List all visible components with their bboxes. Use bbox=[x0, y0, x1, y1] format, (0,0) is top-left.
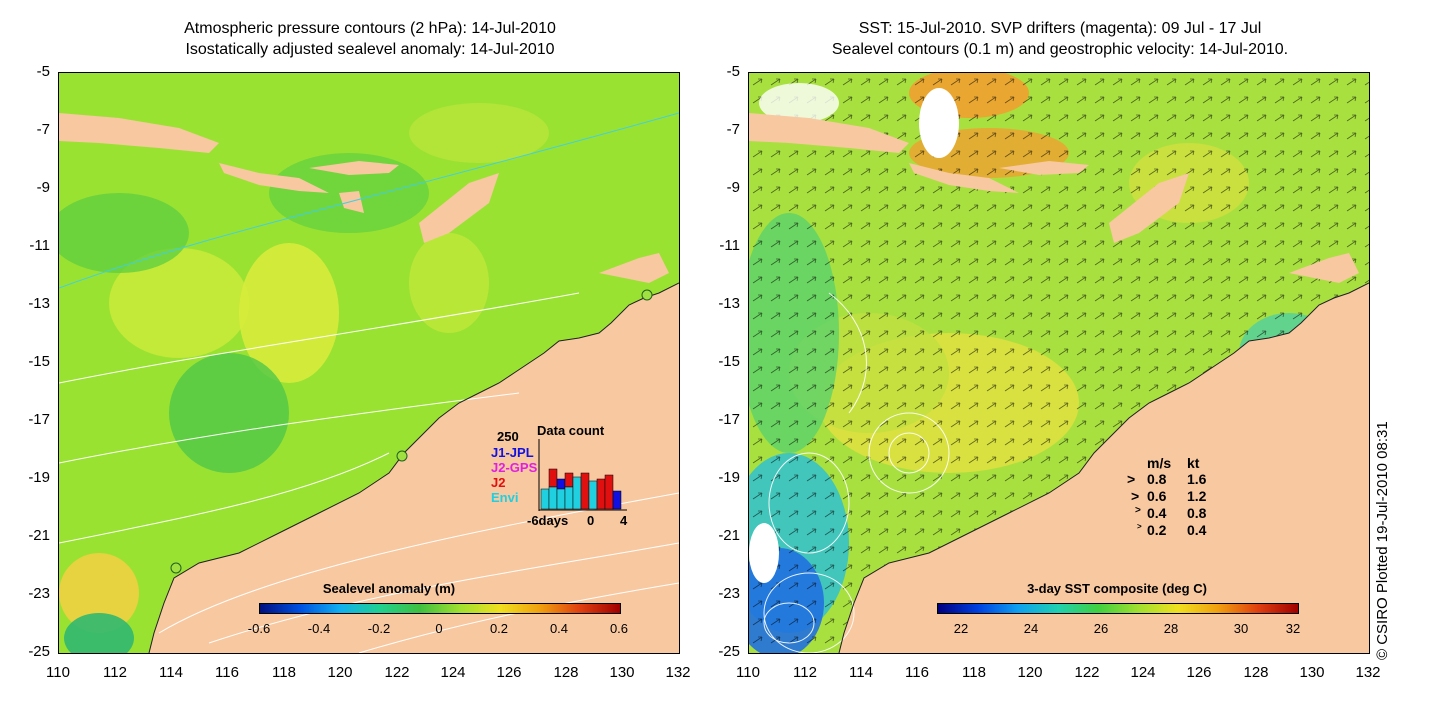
velocity-legend-ms: 0.2 bbox=[1147, 522, 1167, 538]
sst-colorbar-label: 28 bbox=[1163, 621, 1179, 636]
mission-label-j2-gps: J2-GPS bbox=[491, 460, 538, 475]
left-y-tick: -23 bbox=[28, 585, 50, 602]
right-x-tick: 110 bbox=[736, 664, 760, 681]
data-count-xlabel-zero: 0 bbox=[587, 513, 595, 528]
sst-map-canvas bbox=[749, 73, 1369, 653]
sealevel-colorbar-label: -0.4 bbox=[307, 621, 331, 636]
sst-colorbar-title: 3-day SST composite (deg C) bbox=[1027, 581, 1207, 596]
right-y-tick: -15 bbox=[718, 353, 740, 370]
data-count-title: Data count bbox=[537, 423, 605, 438]
velocity-legend-ms: 0.8 bbox=[1147, 471, 1167, 487]
sealevel-colorbar bbox=[259, 603, 621, 614]
sealevel-colorbar-title: Sealevel anomaly (m) bbox=[322, 581, 456, 596]
sst-colorbar bbox=[937, 603, 1299, 614]
left-x-tick: 112 bbox=[103, 664, 127, 681]
sst-colorbar-label: 22 bbox=[953, 621, 969, 636]
left-x-tick: 118 bbox=[272, 664, 296, 681]
right-x-tick: 122 bbox=[1074, 664, 1100, 681]
velocity-legend-header-kt: kt bbox=[1187, 455, 1200, 471]
sst-map[interactable]: m/s kt > 0.8 1.6 > 0.6 1.2 > 0.4 0.8 > 0… bbox=[748, 72, 1370, 654]
right-map-title: SST: 15-Jul-2010. SVP drifters (magenta)… bbox=[730, 18, 1390, 60]
velocity-legend-kt: 0.4 bbox=[1187, 522, 1207, 538]
right-y-tick: -25 bbox=[718, 643, 740, 660]
right-y-tick: -23 bbox=[718, 585, 740, 602]
left-x-tick: 126 bbox=[496, 664, 522, 681]
left-x-tick: 120 bbox=[327, 664, 353, 681]
right-x-tick: 112 bbox=[793, 664, 817, 681]
sealevel-colorbar-label: -0.2 bbox=[367, 621, 391, 636]
right-y-tick: -11 bbox=[719, 237, 740, 254]
data-count-xlabel-start: -6days bbox=[527, 513, 569, 528]
sst-colorbar-label: 24 bbox=[1023, 621, 1039, 636]
left-y-tick: -9 bbox=[36, 179, 50, 196]
sealevel-anomaly-map[interactable]: Data count 250 J1-JPL J2-GPS J2 Envi -6d… bbox=[58, 72, 680, 654]
left-x-tick: 116 bbox=[215, 664, 239, 681]
right-y-tick: -17 bbox=[718, 411, 740, 428]
right-x-tick: 130 bbox=[1299, 664, 1325, 681]
left-x-tick: 132 bbox=[665, 664, 691, 681]
right-y-tick: -21 bbox=[718, 527, 740, 544]
velocity-legend-kt: 1.2 bbox=[1187, 488, 1207, 504]
left-y-tick: -21 bbox=[28, 527, 50, 544]
left-x-tick: 130 bbox=[609, 664, 635, 681]
right-y-tick: -19 bbox=[718, 469, 740, 486]
data-count-xlabel-end: 4 bbox=[620, 513, 628, 528]
right-x-tick: 116 bbox=[905, 664, 929, 681]
sealevel-colorbar-label: 0.2 bbox=[489, 621, 509, 636]
left-y-tick: -19 bbox=[28, 469, 50, 486]
sealevel-colorbar-label: 0.6 bbox=[609, 621, 629, 636]
sealevel-colorbar-label: -0.6 bbox=[247, 621, 271, 636]
left-y-tick: -5 bbox=[36, 63, 50, 80]
left-title-line1: Atmospheric pressure contours (2 hPa): 1… bbox=[184, 20, 556, 37]
left-x-tick: 110 bbox=[46, 664, 70, 681]
velocity-arrow-icon: > bbox=[1127, 471, 1136, 487]
sst-colorbar-label: 26 bbox=[1093, 621, 1109, 636]
right-x-tick: 128 bbox=[1243, 664, 1269, 681]
mission-label-j1-jpl: J1-JPL bbox=[491, 445, 534, 460]
right-y-tick: -9 bbox=[726, 179, 740, 196]
left-x-tick: 122 bbox=[384, 664, 410, 681]
sst-colorbar-label: 32 bbox=[1285, 621, 1301, 636]
right-x-tick: 120 bbox=[1017, 664, 1043, 681]
left-y-tick: -11 bbox=[29, 237, 50, 254]
velocity-legend-ms: 0.6 bbox=[1147, 488, 1167, 504]
sealevel-colorbar-label: 0 bbox=[435, 621, 443, 636]
mission-label-j2: J2 bbox=[491, 475, 506, 490]
right-x-tick: 126 bbox=[1186, 664, 1212, 681]
left-x-tick: 124 bbox=[440, 664, 466, 681]
right-y-tick: -7 bbox=[726, 121, 740, 138]
left-y-tick: -7 bbox=[36, 121, 50, 138]
right-x-tick: 132 bbox=[1355, 664, 1381, 681]
mission-label-envi: Envi bbox=[491, 490, 519, 505]
velocity-legend-kt: 0.8 bbox=[1187, 505, 1207, 521]
data-count-bars bbox=[538, 439, 627, 511]
sealevel-colorbar-label: 0.4 bbox=[549, 621, 569, 636]
right-x-tick: 114 bbox=[849, 664, 873, 681]
sst-colorbar-label: 30 bbox=[1233, 621, 1249, 636]
csiro-credit: © CSIRO Plotted 19-Jul-2010 08:31 bbox=[1374, 421, 1391, 660]
velocity-arrow-icon: > bbox=[1137, 522, 1142, 531]
right-title-line1: SST: 15-Jul-2010. SVP drifters (magenta)… bbox=[858, 20, 1262, 37]
right-x-tick: 124 bbox=[1130, 664, 1156, 681]
sealevel-map-canvas bbox=[59, 73, 679, 653]
velocity-legend-kt: 1.6 bbox=[1187, 471, 1207, 487]
right-title-line2: Sealevel contours (0.1 m) and geostrophi… bbox=[831, 41, 1289, 58]
data-count-max-label: 250 bbox=[497, 429, 519, 444]
velocity-legend-header-ms: m/s bbox=[1147, 455, 1172, 471]
right-y-tick: -13 bbox=[718, 295, 740, 312]
right-y-tick: -5 bbox=[726, 63, 740, 80]
right-x-tick: 118 bbox=[962, 664, 986, 681]
left-y-tick: -15 bbox=[28, 353, 50, 370]
left-title-line2: Isostatically adjusted sealevel anomaly:… bbox=[185, 41, 555, 58]
left-y-tick: -17 bbox=[28, 411, 50, 428]
left-x-tick: 128 bbox=[553, 664, 579, 681]
left-y-tick: -13 bbox=[28, 295, 50, 312]
velocity-arrow-icon: > bbox=[1135, 505, 1141, 516]
velocity-arrow-icon: > bbox=[1131, 488, 1140, 504]
left-x-tick: 114 bbox=[159, 664, 183, 681]
velocity-legend-ms: 0.4 bbox=[1147, 505, 1167, 521]
left-y-tick: -25 bbox=[28, 643, 50, 660]
left-map-title: Atmospheric pressure contours (2 hPa): 1… bbox=[40, 18, 700, 60]
